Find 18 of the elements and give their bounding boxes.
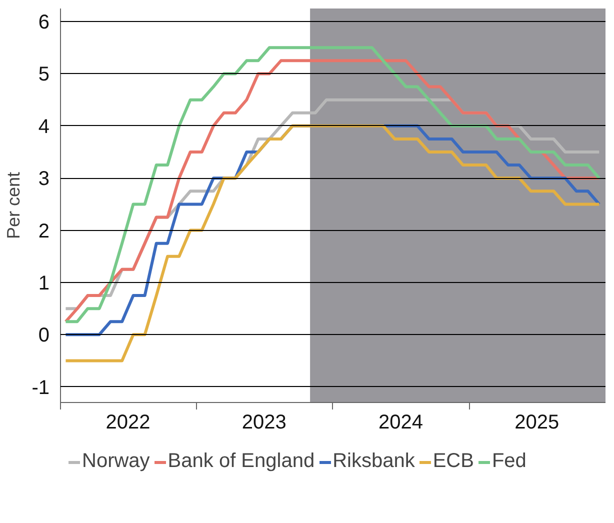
legend-label: Riksbank: [332, 450, 415, 473]
y-axis-title: Per cent: [4, 172, 24, 240]
y-tick-label: 0: [38, 324, 50, 347]
legend-label: Fed: [492, 450, 526, 473]
x-tick-label: 2025: [514, 412, 560, 434]
legend-label: Norway: [82, 450, 150, 473]
y-tick-label: 3: [38, 168, 50, 190]
y-tick-label: -1: [32, 376, 50, 399]
y-tick-label: 6: [38, 12, 50, 34]
x-tick-label: 2024: [378, 412, 423, 434]
x-tick-label: 2023: [242, 412, 286, 434]
y-tick-label: 2: [38, 220, 50, 242]
legend-label: ECB: [432, 450, 474, 473]
legend-label: Bank of England: [168, 450, 315, 473]
x-tick-label: 2022: [106, 412, 150, 434]
y-tick-label: 1: [38, 272, 50, 294]
y-tick-label: 4: [38, 116, 50, 138]
y-tick-label: 5: [38, 64, 50, 86]
